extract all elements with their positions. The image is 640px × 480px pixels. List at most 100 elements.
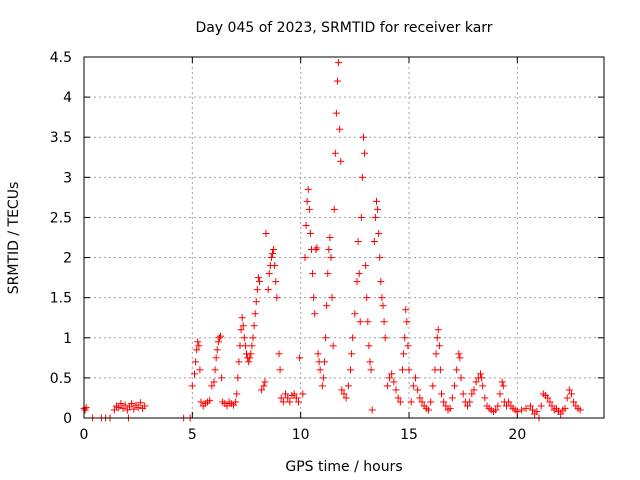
data-point bbox=[258, 386, 266, 394]
data-point bbox=[370, 238, 378, 246]
data-point bbox=[344, 382, 352, 390]
data-point bbox=[499, 382, 507, 390]
x-tick-label: 5 bbox=[188, 427, 197, 443]
data-point bbox=[563, 394, 571, 402]
data-point bbox=[357, 213, 365, 221]
data-point bbox=[433, 334, 441, 342]
data-point bbox=[416, 394, 424, 402]
data-point bbox=[271, 262, 279, 270]
data-point bbox=[260, 382, 268, 390]
data-point bbox=[366, 358, 374, 366]
data-point bbox=[365, 342, 373, 350]
data-point bbox=[267, 254, 275, 262]
y-tick-label: 0 bbox=[63, 411, 72, 427]
data-point bbox=[456, 354, 464, 362]
data-point bbox=[363, 294, 371, 302]
data-point bbox=[557, 410, 565, 418]
data-point bbox=[304, 185, 312, 193]
data-point bbox=[303, 197, 311, 205]
data-point bbox=[245, 358, 253, 366]
data-point bbox=[250, 322, 258, 330]
data-point bbox=[353, 278, 361, 286]
data-point bbox=[210, 378, 218, 386]
grid-lines bbox=[84, 57, 604, 418]
data-point bbox=[355, 270, 363, 278]
data-point bbox=[367, 366, 375, 374]
data-point bbox=[314, 350, 322, 358]
data-point bbox=[568, 390, 575, 398]
data-point bbox=[233, 390, 241, 398]
data-point bbox=[286, 398, 294, 406]
data-point bbox=[386, 374, 393, 382]
data-point bbox=[238, 314, 246, 322]
data-point bbox=[218, 374, 226, 382]
data-point bbox=[436, 366, 444, 374]
data-point bbox=[376, 254, 384, 262]
data-point bbox=[381, 334, 389, 342]
data-point bbox=[448, 394, 456, 402]
x-tick-label: 0 bbox=[80, 427, 89, 443]
data-point bbox=[272, 278, 280, 286]
x-tick-label: 10 bbox=[292, 427, 310, 443]
data-point bbox=[380, 318, 388, 326]
data-point bbox=[195, 342, 203, 350]
data-point bbox=[223, 402, 231, 410]
data-point bbox=[213, 346, 221, 354]
x-tick-label: 15 bbox=[400, 427, 418, 443]
data-point bbox=[442, 402, 450, 410]
data-point bbox=[492, 406, 500, 414]
data-point bbox=[191, 370, 198, 378]
data-point bbox=[130, 405, 138, 413]
data-point bbox=[399, 366, 406, 374]
data-point bbox=[235, 358, 243, 366]
data-point bbox=[262, 229, 270, 237]
data-point bbox=[318, 382, 326, 390]
data-point bbox=[232, 398, 240, 406]
data-point bbox=[429, 382, 437, 390]
y-tick-label: 3 bbox=[63, 170, 72, 186]
data-point bbox=[427, 398, 435, 406]
data-point bbox=[284, 394, 292, 402]
axis-ticks bbox=[83, 56, 604, 419]
data-point bbox=[494, 402, 502, 410]
data-point bbox=[319, 374, 327, 382]
data-point bbox=[375, 229, 383, 237]
data-point bbox=[371, 213, 379, 221]
data-point bbox=[331, 149, 339, 157]
data-point bbox=[247, 350, 255, 358]
data-point bbox=[342, 394, 350, 402]
data-point bbox=[392, 386, 400, 394]
data-point bbox=[128, 400, 136, 408]
data-point bbox=[299, 390, 307, 398]
y-tick-label: 0.5 bbox=[50, 371, 72, 387]
data-point bbox=[529, 406, 536, 414]
data-point bbox=[440, 398, 448, 406]
data-point bbox=[208, 382, 216, 390]
data-point bbox=[246, 354, 254, 362]
data-point bbox=[405, 366, 413, 374]
data-point bbox=[455, 350, 463, 358]
data-point bbox=[256, 278, 263, 286]
data-point bbox=[478, 374, 486, 382]
data-point bbox=[400, 350, 408, 358]
data-point bbox=[338, 386, 346, 394]
data-point bbox=[335, 59, 343, 67]
data-point bbox=[234, 374, 242, 382]
data-point bbox=[110, 406, 118, 414]
data-point bbox=[295, 398, 302, 406]
data-point bbox=[394, 394, 402, 402]
data-point bbox=[378, 294, 386, 302]
data-point bbox=[239, 322, 247, 330]
data-point bbox=[134, 404, 142, 412]
data-point bbox=[412, 374, 419, 382]
y-tick-label: 1 bbox=[63, 331, 72, 347]
data-point bbox=[249, 334, 257, 342]
data-point bbox=[434, 326, 442, 334]
data-point bbox=[275, 350, 283, 358]
data-point bbox=[252, 298, 260, 306]
data-point bbox=[409, 382, 417, 390]
data-point bbox=[212, 354, 220, 362]
data-point bbox=[121, 401, 129, 409]
data-point bbox=[537, 402, 545, 410]
data-point bbox=[526, 402, 534, 410]
